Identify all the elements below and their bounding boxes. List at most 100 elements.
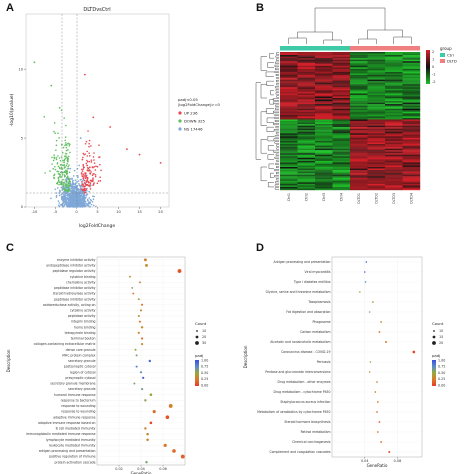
point-up	[99, 176, 101, 178]
point-down	[66, 181, 68, 183]
x-tick: 0.04	[361, 459, 369, 463]
point-ns	[55, 192, 58, 194]
point-down	[58, 175, 61, 178]
enrichment-dot	[163, 443, 167, 447]
point-down	[58, 173, 61, 175]
point-down	[66, 167, 69, 170]
enrichment-dot	[376, 431, 379, 433]
point-ns	[68, 204, 70, 207]
heatmap-cell	[280, 94, 298, 97]
heatmap-cell	[332, 162, 351, 165]
heatmap-cell	[402, 157, 421, 160]
category-label: Glycine, serine and threonine metabolism	[266, 290, 331, 294]
enrichment-dot	[376, 381, 378, 383]
heatmap-cell	[297, 128, 316, 131]
heatmap-cell	[280, 61, 298, 63]
heatmap-cell	[385, 108, 403, 111]
heatmap-cell	[350, 136, 368, 139]
point-down	[57, 132, 59, 135]
heatmap-cell	[315, 140, 333, 143]
point-down	[56, 181, 59, 184]
category-label: dense core granule	[66, 348, 96, 352]
heatmap-cell	[315, 150, 333, 152]
point-down	[63, 188, 66, 191]
point-down	[57, 170, 60, 173]
heatmap-cell	[367, 148, 386, 151]
heatmap-cell	[297, 168, 316, 171]
point-up	[85, 181, 87, 183]
heatmap-column-label: DLTD4	[409, 193, 413, 204]
point-down	[63, 175, 66, 178]
enrichment-dot	[359, 291, 361, 293]
heatmap-cell	[402, 85, 421, 88]
point-up	[87, 130, 89, 132]
point-ns	[72, 179, 74, 182]
legend-dot-ns	[178, 127, 182, 131]
heatmap-cell	[332, 122, 351, 125]
heatmap-cell	[367, 82, 386, 85]
heatmap-cell	[402, 153, 421, 155]
point-ns	[83, 193, 86, 196]
heatmap-cell	[297, 183, 316, 186]
heatmap-cell	[350, 75, 368, 77]
point-up	[84, 142, 87, 145]
heatmap-cell	[297, 124, 316, 126]
heatmap-cell	[280, 148, 298, 151]
heatmap-cell	[332, 163, 351, 166]
heatmap-cell	[315, 139, 333, 142]
point-ns	[86, 203, 89, 206]
heatmap-cell	[367, 142, 386, 145]
heatmap-cell	[332, 90, 351, 93]
enrichment-dot	[412, 350, 416, 354]
enrichment-dot	[138, 320, 141, 323]
heatmap-column-label: DLTD1	[357, 193, 361, 204]
heatmap-cell	[367, 183, 386, 186]
heatmap-cell	[385, 148, 403, 151]
heatmap-cell	[332, 85, 351, 88]
heatmap-cell	[367, 114, 386, 117]
category-label: Staphylococcus aureus infection	[280, 400, 330, 404]
point-up	[82, 165, 85, 167]
heatmap-cell	[350, 61, 368, 63]
heatmap-cell	[367, 81, 386, 83]
category-label: Drug metabolism - cytochrome P450	[274, 390, 331, 394]
point-down	[64, 139, 66, 142]
point-up	[82, 177, 85, 180]
heatmap-cell	[332, 179, 351, 181]
heatmap-cell	[350, 79, 368, 82]
heatmap-cell	[297, 116, 316, 119]
heatmap-cell	[332, 104, 351, 106]
point-down	[65, 149, 68, 152]
point-up	[84, 175, 86, 178]
point-up	[94, 173, 97, 176]
point-up	[82, 163, 85, 166]
heatmap-cell	[385, 185, 403, 188]
heatmap-cell	[385, 91, 403, 94]
heatmap-cell	[315, 170, 333, 172]
point-down	[62, 185, 65, 187]
category-label: protein activation cascade	[55, 460, 96, 464]
point-ns	[69, 178, 72, 180]
heatmap-cell	[315, 71, 333, 74]
heatmap-cell	[332, 113, 351, 116]
heatmap-cell	[402, 134, 421, 137]
enrichment-dot	[145, 263, 148, 267]
heatmap-cell	[402, 90, 421, 93]
padj-legend-label: 0.75	[201, 365, 208, 369]
point-up	[83, 179, 86, 182]
heatmap-cell	[280, 179, 298, 181]
point-down	[33, 61, 36, 64]
heatmap-cell	[350, 145, 368, 148]
point-ns	[64, 192, 66, 195]
heatmap-cell	[402, 68, 421, 71]
heatmap-cell	[280, 160, 298, 163]
category-label: Toxoplasmosis	[307, 300, 330, 304]
enrichment-dot	[177, 269, 182, 273]
enrichment-dot	[146, 432, 149, 436]
heatmap-cell	[385, 145, 403, 148]
heatmap-cell	[280, 174, 298, 177]
heatmap-cell	[332, 62, 351, 65]
heatmap-cell	[367, 88, 386, 91]
enrichment-dot	[146, 438, 149, 441]
heatmap-cell	[315, 98, 333, 100]
